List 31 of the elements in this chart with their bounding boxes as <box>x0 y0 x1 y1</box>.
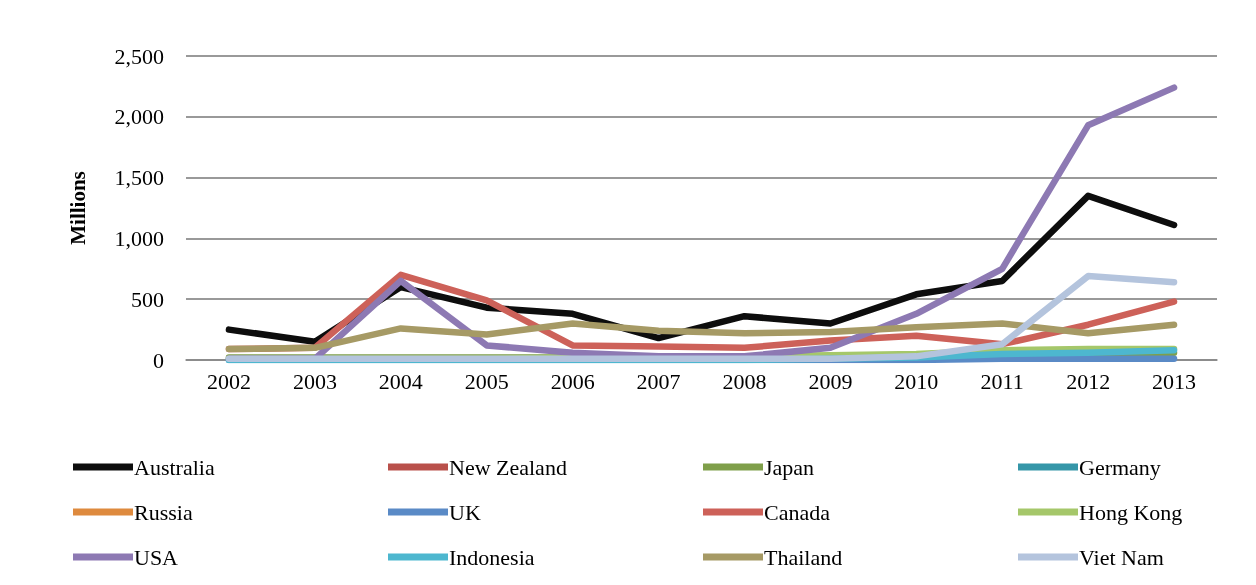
x-tick-label: 2009 <box>808 368 853 394</box>
x-tick-label: 2008 <box>722 368 767 394</box>
y-tick-label: 2,000 <box>114 104 164 130</box>
y-tick-label: 1,000 <box>114 225 164 251</box>
legend-label: UK <box>449 499 481 525</box>
legend-label: Viet Nam <box>1079 544 1164 570</box>
x-tick-label: 2013 <box>1152 368 1197 394</box>
legend-label: Hong Kong <box>1079 499 1183 525</box>
legend-label: New Zealand <box>449 454 567 480</box>
x-tick-label: 2005 <box>464 368 509 394</box>
x-tick-label: 2003 <box>292 368 337 394</box>
legend-label: Canada <box>764 499 831 525</box>
y-tick-label: 1,500 <box>114 165 164 191</box>
x-tick-label: 2012 <box>1066 368 1111 394</box>
legend-label: Indonesia <box>449 544 535 570</box>
x-tick-label: 2011 <box>980 368 1024 394</box>
x-tick-label: 2010 <box>894 368 939 394</box>
legend-label: USA <box>134 544 179 570</box>
y-tick-label: 500 <box>131 286 164 312</box>
legend-label: Australia <box>134 454 215 480</box>
legend-label: Russia <box>134 499 193 525</box>
y-axis-title: Millions <box>65 171 90 245</box>
legend-label: Germany <box>1079 454 1161 480</box>
y-tick-label: 0 <box>153 347 164 373</box>
x-tick-label: 2004 <box>378 368 423 394</box>
legend-label: Thailand <box>764 544 843 570</box>
y-tick-label: 2,500 <box>114 43 164 69</box>
legend-label: Japan <box>764 454 815 480</box>
x-tick-label: 2006 <box>550 368 595 394</box>
x-tick-label: 2002 <box>206 368 251 394</box>
x-tick-label: 2007 <box>636 368 681 394</box>
